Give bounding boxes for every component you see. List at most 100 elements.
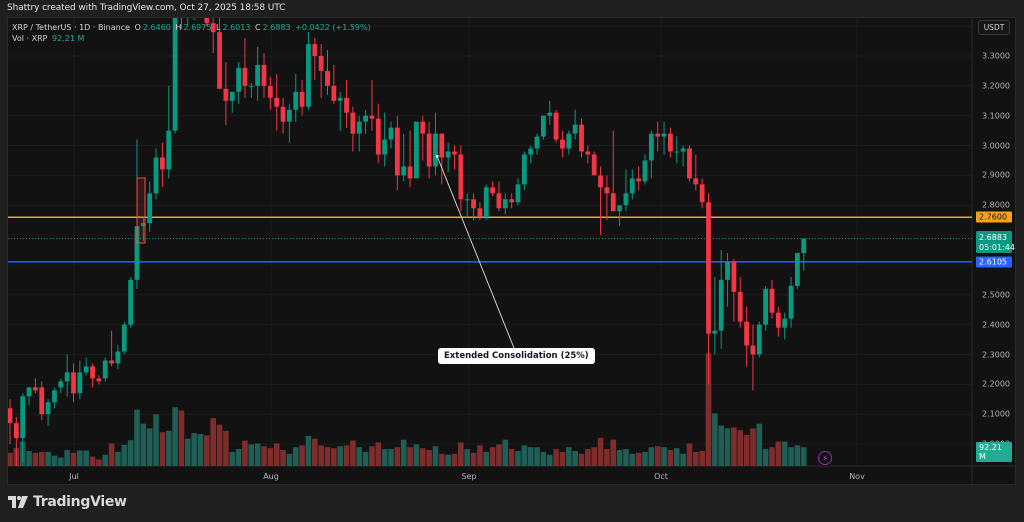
candle-body <box>369 115 375 119</box>
volume-bar <box>210 418 216 466</box>
volume-bar <box>108 443 115 466</box>
candle-body <box>109 360 114 364</box>
candle-body <box>204 18 210 24</box>
candle-body <box>737 291 743 322</box>
bar-countdown: 05:01:44 <box>979 243 1015 252</box>
volume-bar <box>337 446 343 466</box>
volume-bar <box>654 446 661 466</box>
volume-bar <box>540 451 547 466</box>
volume-bar <box>267 448 274 466</box>
volume-bar <box>762 449 769 466</box>
candle-body <box>64 372 70 382</box>
candle-body <box>648 133 654 161</box>
volume-bar <box>591 447 597 466</box>
volume-bar <box>439 453 445 466</box>
volume-bar <box>508 449 515 466</box>
volume-bar <box>324 447 331 466</box>
open-value: 2.6460 <box>142 23 171 32</box>
candle-body <box>521 154 527 185</box>
volume-bar <box>58 457 64 466</box>
volume-bar <box>737 430 744 466</box>
candle-body <box>458 154 464 200</box>
candle-body <box>210 23 216 33</box>
currency-button[interactable]: USDT <box>978 20 1010 35</box>
volume-bar <box>356 447 363 466</box>
volume-bar <box>572 450 578 466</box>
candle-body <box>680 148 686 152</box>
volume-bar <box>673 448 680 466</box>
candle-body <box>547 112 553 116</box>
candle-body <box>45 402 51 415</box>
candle-body <box>287 109 292 122</box>
time-label-sep: Sep <box>461 472 477 481</box>
candle-body <box>198 0 203 5</box>
volume-bar <box>394 447 401 466</box>
volume-bar <box>350 440 356 466</box>
consolidation-annotation[interactable]: Extended Consolidation (25%) <box>438 348 595 364</box>
volume-bar <box>51 455 58 466</box>
candle-body <box>121 324 127 352</box>
candle-body <box>515 184 521 203</box>
candle-body <box>534 136 540 149</box>
volume-bar <box>261 446 267 466</box>
candle-body <box>636 178 642 182</box>
candle-body <box>553 112 559 140</box>
volume-bar <box>489 447 496 466</box>
candle-body <box>293 91 299 110</box>
volume-bar <box>292 447 299 466</box>
volume-bar <box>197 434 204 466</box>
volume-bar <box>788 447 794 466</box>
volume-bar <box>527 447 534 466</box>
volume-bar <box>102 454 109 466</box>
symbol-label[interactable]: XRP / TetherUS · 1D · Binance <box>12 23 131 32</box>
candle-body <box>744 321 749 346</box>
high-value: 2.6975 <box>183 23 212 32</box>
volume-bar <box>432 446 439 466</box>
volume-bar <box>375 442 382 466</box>
candle-body <box>140 223 146 227</box>
volume-bar <box>686 443 693 466</box>
volume-bar <box>38 451 45 466</box>
lightning-event-icon[interactable]: ⚡ <box>818 451 832 465</box>
candle-body <box>439 133 445 158</box>
candle-body <box>452 151 457 155</box>
candle-body <box>763 288 769 325</box>
volume-bar <box>64 450 70 466</box>
highlight-box <box>136 177 146 244</box>
price-tick: 2.9000 <box>982 170 1010 180</box>
volume-bar <box>464 449 470 466</box>
candle-body <box>128 279 134 325</box>
candle-body <box>775 312 781 328</box>
volume-bar <box>32 452 39 466</box>
price-tick: 2.2000 <box>982 379 1010 389</box>
volume-bar <box>229 451 236 466</box>
volume-bar <box>280 450 286 466</box>
candle-body <box>712 330 718 334</box>
volume-label[interactable]: Vol · XRP <box>12 34 48 43</box>
candle-body <box>312 44 318 56</box>
candle-body <box>566 133 572 149</box>
candle-body <box>725 261 730 280</box>
volume-bar <box>146 428 153 466</box>
candle-body <box>471 199 476 209</box>
candle-body <box>115 351 121 364</box>
time-label-nov: Nov <box>849 472 865 481</box>
volume-bar <box>705 353 712 466</box>
candle-body <box>445 151 451 158</box>
candle-body <box>598 175 603 188</box>
candle-body <box>731 261 737 292</box>
candle-body <box>585 151 591 155</box>
candle-body <box>795 253 800 286</box>
candle-body <box>39 387 45 415</box>
volume-bar <box>178 410 185 466</box>
candle-body <box>528 148 534 155</box>
volume-bar <box>578 453 585 466</box>
volume-bar <box>140 423 147 466</box>
volume-bar <box>89 456 96 466</box>
price-tick: 2.8000 <box>982 200 1010 210</box>
candle-body <box>687 148 692 179</box>
volume-bar <box>400 439 407 466</box>
candle-body <box>699 184 705 203</box>
